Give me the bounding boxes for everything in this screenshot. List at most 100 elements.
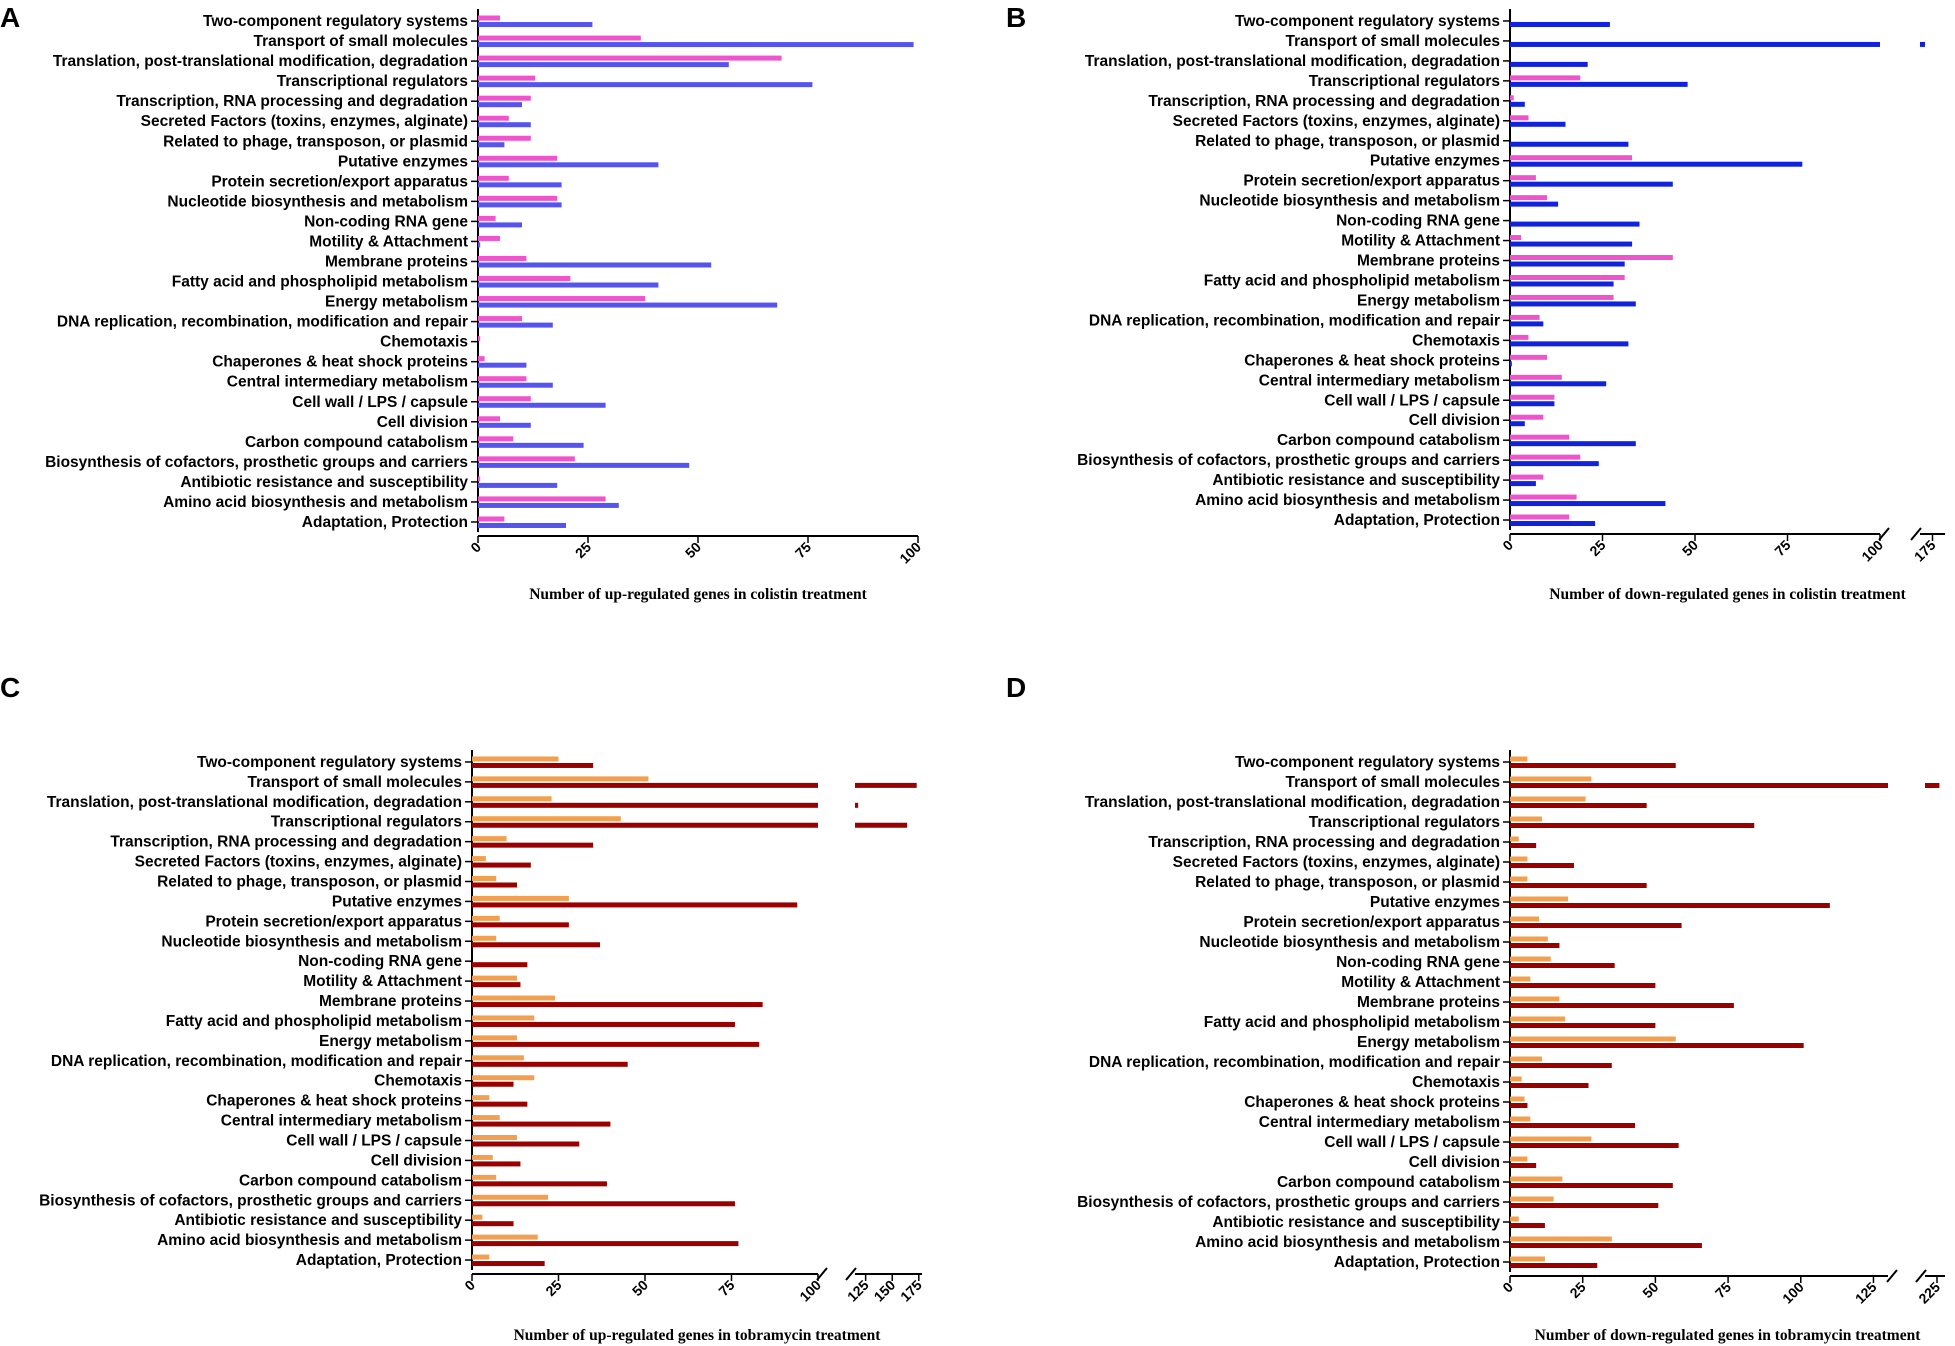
- x-tick-label: 0: [461, 1277, 478, 1294]
- bar: [1510, 936, 1548, 942]
- bar: [1510, 783, 1888, 788]
- bar: [472, 782, 818, 788]
- bar: [1510, 341, 1629, 347]
- category-label: Antibiotic resistance and susceptibility: [1212, 472, 1500, 489]
- bar: [1510, 1136, 1592, 1142]
- bar: [472, 1041, 760, 1047]
- category-label: Central intermediary metabolism: [221, 1113, 462, 1130]
- category-label: Protein secretion/export apparatus: [205, 913, 462, 930]
- bar: [472, 1214, 483, 1220]
- bar: [1510, 1036, 1676, 1042]
- category-label: Putative enzymes: [332, 893, 462, 910]
- bar: [478, 282, 659, 288]
- bar: [472, 776, 649, 782]
- bar: [478, 396, 531, 402]
- bar: [472, 1154, 493, 1160]
- category-label: Two-component regulatory systems: [203, 13, 468, 30]
- bar: [478, 175, 509, 181]
- bar: [1510, 494, 1577, 500]
- bar: [1510, 823, 1755, 828]
- bar: [472, 902, 798, 908]
- category-label: Translation, post-translational modifica…: [1085, 53, 1500, 70]
- x-tick-label: 125: [844, 1277, 872, 1305]
- bar: [1510, 361, 1512, 367]
- bar: [472, 756, 559, 762]
- bar: [472, 1254, 490, 1260]
- bar: [1510, 141, 1629, 147]
- category-label: Cell division: [371, 1152, 462, 1169]
- bar: [472, 822, 818, 828]
- category-label: Motility & Attachment: [303, 973, 462, 990]
- bar: [478, 215, 496, 221]
- bar: [478, 436, 514, 442]
- bar: [472, 1194, 549, 1200]
- bar: [1510, 1043, 1804, 1048]
- bar: [1510, 401, 1555, 407]
- bar: [1510, 916, 1540, 922]
- category-label: Fatty acid and phospholipid metabolism: [172, 274, 468, 291]
- category-label: Energy metabolism: [1357, 292, 1500, 309]
- bar: [1510, 963, 1615, 968]
- bar: [1510, 161, 1803, 167]
- category-label: Adaptation, Protection: [1334, 512, 1500, 529]
- bar: [478, 82, 813, 88]
- bar: [478, 262, 712, 268]
- bar: [1510, 1223, 1545, 1228]
- bar: [1510, 943, 1560, 948]
- category-label: Transcriptional regulators: [271, 814, 462, 831]
- bar: [1510, 221, 1640, 227]
- bar: [1510, 454, 1581, 460]
- bar: [472, 882, 517, 888]
- category-label: Cell division: [1409, 412, 1500, 429]
- bar: [478, 516, 505, 522]
- bar: [472, 982, 521, 988]
- category-label: Antibiotic resistance and susceptibility: [180, 474, 468, 491]
- x-tick-label: 100: [796, 1277, 824, 1305]
- bar: [1510, 836, 1519, 842]
- category-label: Non-coding RNA gene: [304, 213, 468, 230]
- bar: [1510, 803, 1647, 808]
- bar: [1510, 1056, 1542, 1062]
- bar: [472, 876, 497, 881]
- category-label: Translation, post-translational modifica…: [47, 794, 462, 811]
- x-tick-label: 100: [1779, 1279, 1807, 1307]
- category-label: Cell division: [377, 414, 468, 431]
- bar: [478, 102, 522, 108]
- category-label: Related to phage, transposon, or plasmid: [157, 874, 462, 891]
- bar: [1510, 983, 1656, 988]
- bar: [1510, 763, 1676, 768]
- bar: [478, 442, 584, 448]
- category-label: Biosynthesis of cofactors, prosthetic gr…: [39, 1192, 462, 1209]
- bar: [478, 255, 527, 261]
- bar: [1510, 281, 1614, 287]
- category-label: Transcription, RNA processing and degrad…: [110, 834, 462, 851]
- category-label: Motility & Attachment: [1341, 974, 1500, 991]
- bar: [472, 1234, 538, 1240]
- bar: [1510, 1263, 1598, 1268]
- x-tick-label: 0: [467, 539, 484, 556]
- category-label: Amino acid biosynthesis and metabolism: [1195, 492, 1500, 509]
- bar: [478, 55, 782, 61]
- bar: [1510, 843, 1537, 848]
- bar: [1510, 1216, 1519, 1222]
- bar: [1510, 75, 1581, 81]
- category-label: Membrane proteins: [1357, 994, 1500, 1011]
- bar: [472, 942, 601, 948]
- bar: [472, 1002, 763, 1008]
- bar: [1510, 314, 1540, 320]
- category-label: Biosynthesis of cofactors, prosthetic gr…: [1077, 452, 1500, 469]
- category-label: Cell wall / LPS / capsule: [286, 1133, 462, 1150]
- category-label: Biosynthesis of cofactors, prosthetic gr…: [45, 454, 468, 471]
- bar: [1510, 1236, 1612, 1242]
- category-label: Transport of small molecules: [254, 33, 468, 50]
- bar: [1510, 261, 1625, 267]
- category-label: Chaperones & heat shock proteins: [1244, 1094, 1500, 1111]
- category-label: Transcription, RNA processing and degrad…: [1148, 834, 1500, 851]
- panel-letter: C: [0, 672, 20, 703]
- bar: [472, 1181, 607, 1187]
- category-label: Carbon compound catabolism: [1277, 432, 1500, 449]
- bar: [472, 975, 517, 981]
- bar: [472, 796, 552, 802]
- bar: [478, 202, 562, 208]
- bar: [478, 336, 481, 342]
